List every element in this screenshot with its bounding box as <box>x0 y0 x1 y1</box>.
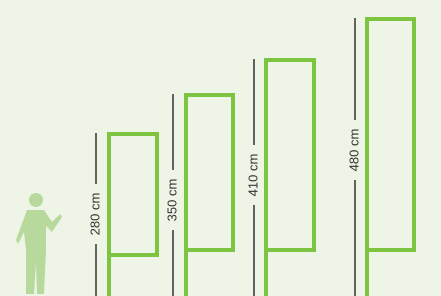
height-label: 280 cm <box>87 193 102 236</box>
diagram: 280 cm 350 cm 410 cm 480 cm <box>0 0 441 296</box>
height-label: 410 cm <box>245 154 260 197</box>
height-label: 480 cm <box>346 129 361 172</box>
height-label: 350 cm <box>164 179 179 222</box>
